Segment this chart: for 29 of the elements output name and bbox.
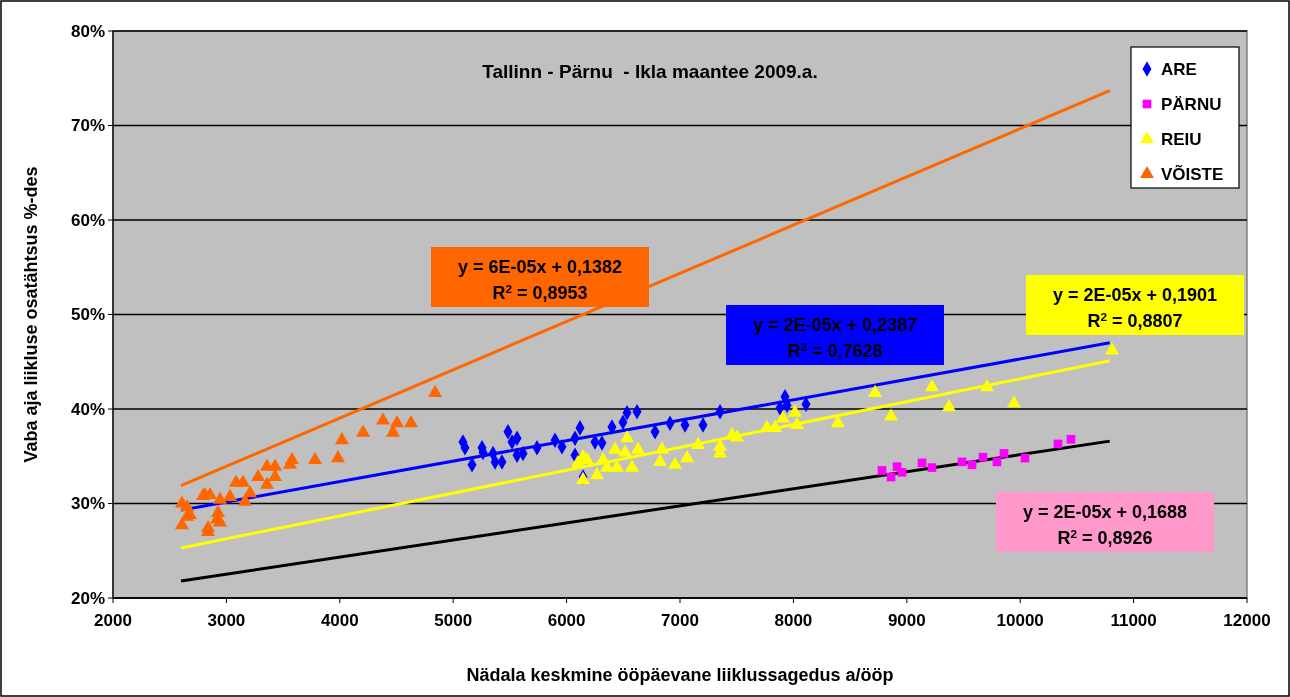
- x-tick-label: 12000: [1223, 611, 1271, 630]
- y-tick-label: 50%: [70, 305, 105, 325]
- x-tick-label: 5000: [434, 611, 473, 630]
- y-tick-label: 40%: [70, 399, 105, 419]
- y-tick-label: 70%: [70, 116, 105, 136]
- x-tick-label: 2000: [94, 611, 132, 630]
- x-tick-label: 3000: [207, 611, 246, 630]
- y-tick-label: 80%: [70, 21, 105, 41]
- x-tick-label: 4000: [320, 611, 359, 630]
- y-tick-label: 20%: [70, 588, 105, 608]
- x-tick-label: 7000: [661, 611, 699, 630]
- legend-label: REIU: [1161, 129, 1202, 149]
- x-tick-label: 6000: [547, 611, 586, 630]
- annotation: y = 6E-05x + 0,1382 R$^{2}$ = 0,8953: [457, 257, 623, 303]
- x-tick-label: 10000: [996, 611, 1044, 630]
- x-tick-label: 9000: [887, 611, 926, 630]
- text: Tallinn - Pärnu - Ikla maantee 2009.a.: [482, 61, 818, 82]
- y-tick-label: 30%: [70, 494, 105, 514]
- annotation: y = 2E-05x + 0,2387 R$^{2}$ = 0,7628: [752, 315, 918, 361]
- y-axis-title: Vaba aja liikluse osatähtsus %-des: [21, 166, 41, 463]
- legend-label: ARE: [1161, 59, 1197, 79]
- annotation: y = 2E-05x + 0,1901 R$^{2}$ = 0,8807: [1052, 285, 1218, 331]
- legend-label: PÄRNU: [1161, 94, 1222, 114]
- x-axis-title: Nädala keskmine ööpäevane liiklussagedus a/ööp: [466, 665, 894, 685]
- y-tick-label: 60%: [70, 210, 105, 230]
- legend-label: VÕISTE: [1161, 163, 1224, 184]
- annotation: y = 2E-05x + 0,1688 R$^{2}$ = 0,8926: [1022, 502, 1188, 548]
- x-tick-label: 11000: [1110, 611, 1157, 630]
- x-tick-label: 8000: [774, 611, 813, 630]
